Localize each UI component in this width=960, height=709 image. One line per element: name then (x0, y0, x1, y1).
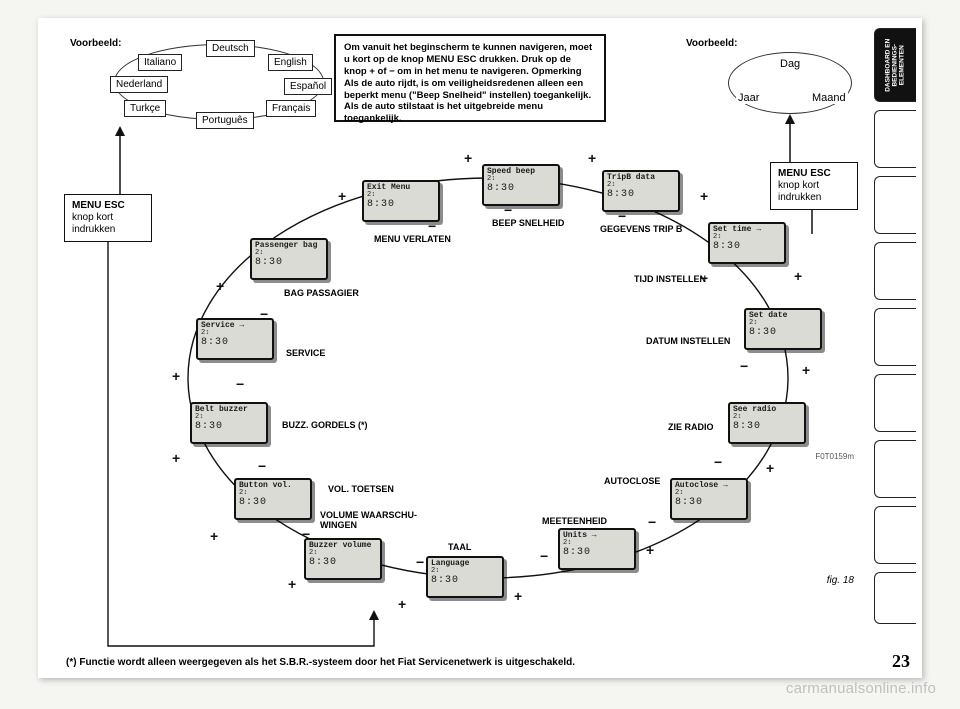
menu-esc-sub: knop kort indrukken (778, 180, 850, 204)
menu-screen-service: Service →2↕8:30 (196, 318, 274, 360)
date-cloud: Dag Jaar Maand (724, 48, 856, 124)
lang-deutsch: Deutsch (206, 40, 255, 57)
menu-esc-sub: knop kort indrukken (72, 212, 144, 236)
menu-label-language: TAAL (448, 542, 471, 552)
instructions-box: Om vanuit het beginscherm te kunnen navi… (334, 34, 606, 122)
plus-icon: + (216, 278, 224, 294)
menu-label-setdate: DATUM INSTELLEN (646, 336, 730, 346)
menu-label-settime: TIJD INSTELLEN (634, 274, 706, 284)
plus-icon: + (802, 362, 810, 378)
menu-screen-autoclose: Autoclose →2↕8:30 (670, 478, 748, 520)
plus-icon: + (398, 596, 406, 612)
menu-label-autoclose: AUTOCLOSE (604, 476, 660, 486)
watermark: carmanualsonline.info (786, 680, 936, 697)
minus-icon: − (258, 458, 266, 474)
side-tabs: DASHBOARD EN BEDIENINGS- ELEMENTEN (866, 18, 922, 678)
arrow-up-icon (110, 126, 130, 196)
tab-blank (874, 308, 916, 366)
tab-blank (874, 110, 916, 168)
menu-screen-language: Language2↕8:30 (426, 556, 504, 598)
menu-esc-left: MENU ESC knop kort indrukken (64, 194, 152, 242)
lang-espanol: Español (284, 78, 332, 95)
menu-esc-right: MENU ESC knop kort indrukken (770, 162, 858, 210)
plus-icon: + (210, 528, 218, 544)
menu-screen-setdate: Set date2↕8:30 (744, 308, 822, 350)
menu-screen-passbag: Passenger bag2↕8:30 (250, 238, 328, 280)
lang-nederland: Nederland (110, 76, 168, 93)
plus-icon: + (766, 460, 774, 476)
menu-screen-belt: Belt buzzer2↕8:30 (190, 402, 268, 444)
menu-label-tripb: GEGEVENS TRIP B (600, 224, 682, 234)
minus-icon: − (740, 358, 748, 374)
tab-blank (874, 506, 916, 564)
menu-screen-exitmenu: Exit Menu2↕8:30 (362, 180, 440, 222)
plus-icon: + (172, 368, 180, 384)
dag-label: Dag (778, 58, 802, 70)
menu-screen-button: Button vol.2↕8:30 (234, 478, 312, 520)
plus-icon: + (794, 268, 802, 284)
connector-line (68, 238, 384, 658)
plus-icon: + (288, 576, 296, 592)
menu-screen-seeradio: See radio2↕8:30 (728, 402, 806, 444)
plus-icon: + (172, 450, 180, 466)
lang-portugues: Português (196, 112, 254, 129)
menu-screen-units: Units →2↕8:30 (558, 528, 636, 570)
menu-label-seeradio: ZIE RADIO (668, 422, 714, 432)
plus-icon: + (338, 188, 346, 204)
plus-icon: + (514, 588, 522, 604)
minus-icon: − (416, 554, 424, 570)
minus-icon: − (540, 548, 548, 564)
arrow-up-icon (780, 114, 800, 164)
menu-screen-settime: Set time →2↕8:30 (708, 222, 786, 264)
tab-blank (874, 242, 916, 300)
lang-english: English (268, 54, 313, 71)
jaar-label: Jaar (736, 92, 761, 104)
manual-page: DASHBOARD EN BEDIENINGS- ELEMENTEN 23 fi… (38, 18, 922, 678)
menu-esc-title: MENU ESC (72, 200, 144, 212)
tab-label: DASHBOARD EN BEDIENINGS- ELEMENTEN (885, 38, 905, 91)
footnote: (*) Functie wordt alleen weergegeven als… (66, 657, 575, 668)
plus-icon: + (700, 188, 708, 204)
menu-screen-speed: Speed beep2↕8:30 (482, 164, 560, 206)
page-number: 23 (892, 651, 910, 672)
plus-icon: + (588, 150, 596, 166)
lang-italiano: Italiano (138, 54, 182, 71)
menu-label-exitmenu: MENU VERLATEN (374, 234, 451, 244)
menu-esc-title: MENU ESC (778, 168, 850, 180)
tab-blank (874, 176, 916, 234)
tab-blank (874, 374, 916, 432)
plus-icon: + (646, 542, 654, 558)
minus-icon: − (236, 376, 244, 392)
menu-label-units: MEETEENHEID (542, 516, 607, 526)
minus-icon: − (714, 454, 722, 470)
brand-code: F0T0159m (815, 452, 854, 461)
minus-icon: − (648, 514, 656, 530)
maand-label: Maand (810, 92, 848, 104)
lang-francais: Français (266, 100, 316, 117)
plus-icon: + (464, 150, 472, 166)
menu-label-speed: BEEP SNELHEID (492, 218, 564, 228)
lang-turkce: Turkçe (124, 100, 166, 117)
tab-blank (874, 572, 916, 624)
tab-blank (874, 440, 916, 498)
menu-screen-tripb: TripB data2↕8:30 (602, 170, 680, 212)
figure-number: fig. 18 (827, 575, 854, 586)
tab-dashboard: DASHBOARD EN BEDIENINGS- ELEMENTEN (874, 28, 916, 102)
menu-screen-buzzer: Buzzer volume2↕8:30 (304, 538, 382, 580)
minus-icon: − (700, 270, 708, 286)
